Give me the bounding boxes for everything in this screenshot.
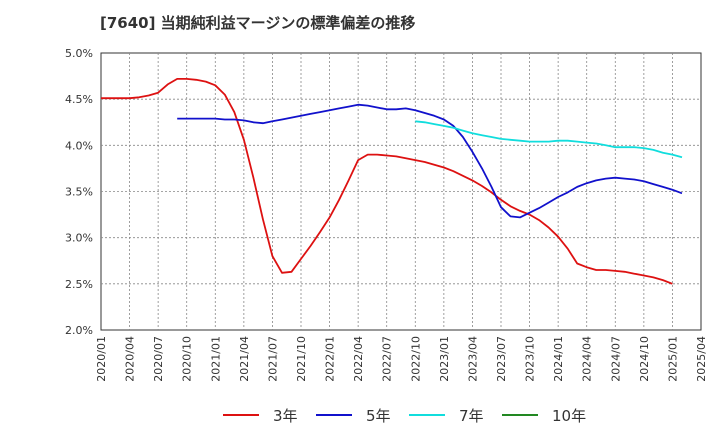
x-tick-label: 2022/07 xyxy=(381,336,394,382)
legend-item-4: 10年 xyxy=(502,404,586,426)
legend-label: 10年 xyxy=(552,406,587,425)
chart-title: [7640] 当期純利益マージンの標準偏差の推移 xyxy=(100,14,416,32)
grid-lines xyxy=(101,53,701,330)
x-tick-label: 2020/04 xyxy=(124,336,137,382)
x-tick-label: 2022/04 xyxy=(352,336,365,382)
y-tick-label: 3.0% xyxy=(65,232,93,245)
legend-swatch xyxy=(502,414,538,416)
x-tick-label: 2025/04 xyxy=(695,336,708,382)
series-line-1 xyxy=(101,78,673,285)
legend-label: 7年 xyxy=(459,406,484,425)
legend-item-1: 3年 xyxy=(223,404,298,426)
x-tick-label: 2021/10 xyxy=(295,336,308,382)
x-tick-label: 2025/01 xyxy=(666,336,679,382)
y-tick-label: 2.0% xyxy=(65,324,93,337)
x-tick-label: 2020/01 xyxy=(95,336,108,382)
x-tick-label: 2021/07 xyxy=(266,336,279,382)
y-tick-label: 5.0% xyxy=(65,47,93,60)
legend-item-3: 7年 xyxy=(409,404,484,426)
x-tick-label: 2024/07 xyxy=(609,336,622,382)
x-tick-label: 2022/01 xyxy=(324,336,337,382)
chart-plot: 2.0% 2.5% 3.0% 3.5% 4.0% 4.5% 5.0% 2020/01 2020/… xyxy=(65,47,708,382)
legend-swatch xyxy=(409,414,445,416)
x-tick-label: 2023/04 xyxy=(466,336,479,382)
x-tick-label: 2023/01 xyxy=(438,336,451,382)
x-tick-label: 2023/10 xyxy=(524,336,537,382)
legend-label: 3年 xyxy=(273,406,298,425)
x-tick-label: 2021/01 xyxy=(209,336,222,382)
axis-labels: 2.0% 2.5% 3.0% 3.5% 4.0% 4.5% 5.0% 2020/01 2020/… xyxy=(65,47,708,382)
x-tick-label: 2023/07 xyxy=(495,336,508,382)
legend-item-2: 5年 xyxy=(316,404,391,426)
x-tick-label: 2021/04 xyxy=(238,336,251,382)
series-lines xyxy=(101,78,683,285)
x-tick-label: 2024/01 xyxy=(552,336,565,382)
x-tick-label: 2024/04 xyxy=(581,336,594,382)
x-tick-label: 2022/10 xyxy=(409,336,422,382)
x-tick-label: 2020/10 xyxy=(181,336,194,382)
x-tick-label: 2020/07 xyxy=(152,336,165,382)
y-tick-label: 3.5% xyxy=(65,186,93,199)
x-tick-label: 2024/10 xyxy=(638,336,651,382)
legend: 3年 5年 7年 10年 xyxy=(0,404,720,426)
y-tick-label: 4.5% xyxy=(65,93,93,106)
series-line-3 xyxy=(415,120,683,159)
y-tick-label: 2.5% xyxy=(65,278,93,291)
legend-label: 5年 xyxy=(366,406,391,425)
y-tick-label: 4.0% xyxy=(65,139,93,152)
legend-swatch xyxy=(316,414,352,416)
series-line-2 xyxy=(177,103,683,219)
legend-swatch xyxy=(223,414,259,416)
